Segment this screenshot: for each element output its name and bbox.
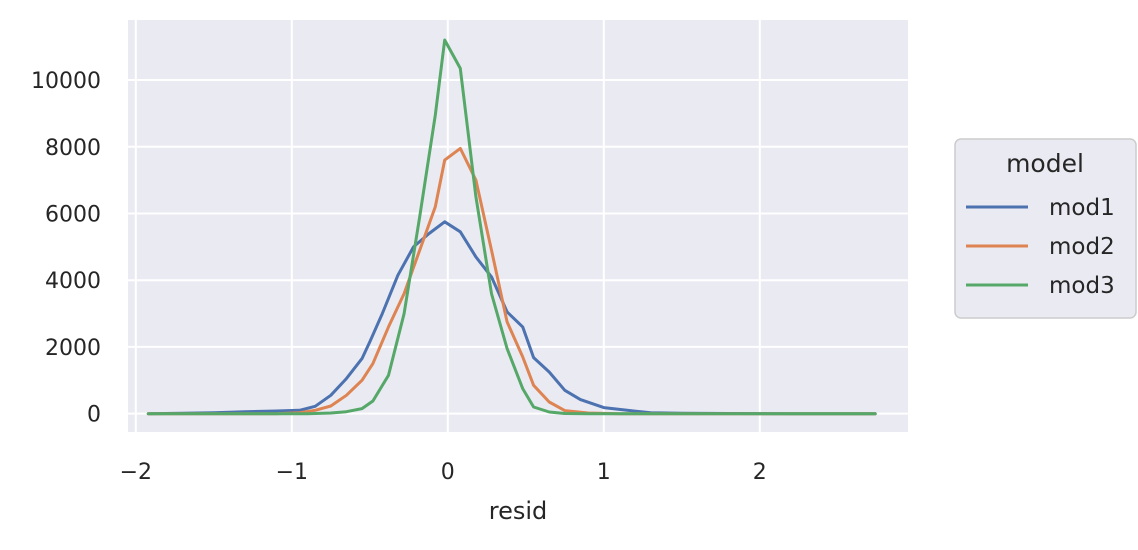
- y-tick-label: 0: [87, 403, 101, 428]
- x-tick-label: 2: [753, 460, 767, 485]
- series-lines: [146, 38, 877, 416]
- y-tick-label: 8000: [45, 136, 101, 161]
- y-tick-label: 2000: [45, 336, 101, 361]
- legend: model mod1 mod2 mod3: [954, 138, 1137, 319]
- series-line-mod3: [146, 38, 877, 416]
- legend-label-mod2: mod2: [1049, 234, 1115, 260]
- legend-label-mod1: mod1: [1049, 195, 1115, 221]
- y-tick-label: 4000: [45, 269, 101, 294]
- plot-background: [128, 20, 908, 432]
- legend-items: mod1 mod2 mod3: [966, 195, 1115, 299]
- legend-label-mod3: mod3: [1049, 273, 1115, 299]
- y-tick-label: 10000: [31, 69, 101, 94]
- x-tick-label: −2: [120, 460, 152, 485]
- x-tick-label: 0: [441, 460, 455, 485]
- x-tick-label: 1: [597, 460, 611, 485]
- legend-box: [954, 138, 1137, 319]
- x-tick-labels: −2 −1 0 1 2: [120, 460, 767, 485]
- legend-title: model: [1006, 149, 1084, 178]
- series-line-mod1: [146, 220, 877, 416]
- y-tick-label: 6000: [45, 202, 101, 227]
- y-tick-labels: 0 2000 4000 6000 8000 10000: [31, 69, 101, 428]
- x-tick-label: −1: [276, 460, 308, 485]
- x-axis-title: resid: [489, 497, 548, 525]
